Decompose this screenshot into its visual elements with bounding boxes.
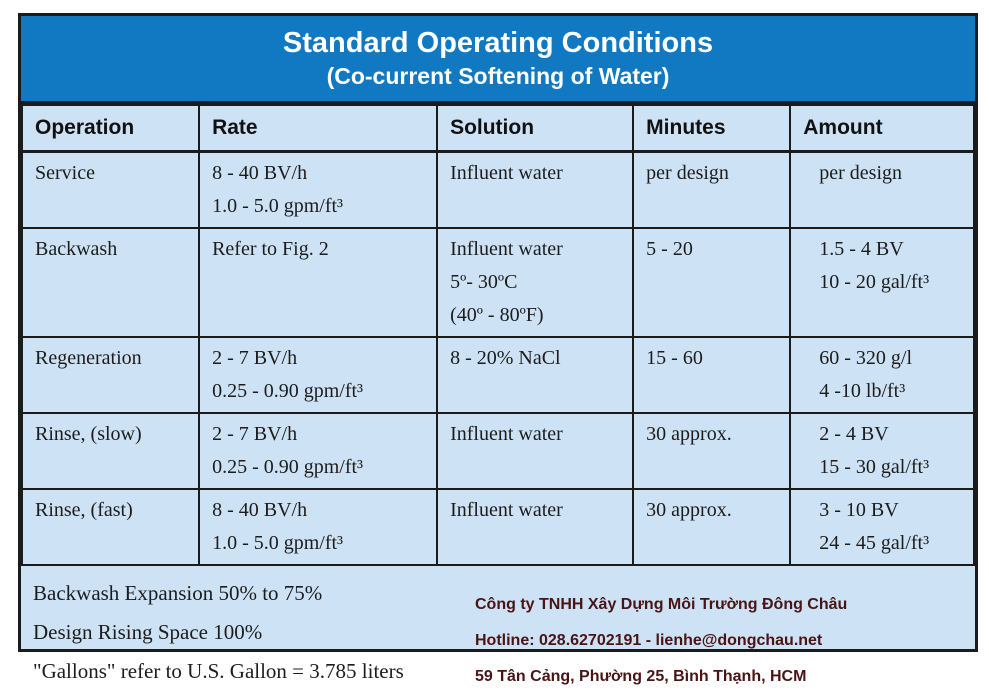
cell-rate: 2 - 7 BV/h 0.25 - 0.90 gpm/ft³ — [198, 412, 439, 490]
note-design-rising-space: Design Rising Space 100% — [33, 620, 263, 644]
cell-solution: Influent water — [436, 150, 635, 229]
table-row-backwash: Backwash Refer to Fig. 2 Influent water … — [20, 227, 975, 338]
table-row-rinse-slow: Rinse, (slow) 2 - 7 BV/h 0.25 - 0.90 gpm… — [20, 412, 975, 490]
page-subtitle: (Co-current Softening of Water) — [326, 63, 670, 90]
cell-operation: Rinse, (fast) — [20, 488, 201, 566]
company-address: 59 Tân Cảng, Phường 25, Bình Thạnh, HCM — [475, 668, 807, 685]
cell-minutes: 5 - 20 — [632, 227, 792, 338]
cell-operation: Regeneration — [20, 336, 201, 414]
cell-operation: Service — [20, 150, 201, 229]
cell-rate: Refer to Fig. 2 — [198, 227, 439, 338]
col-header-rate: Rate — [198, 104, 439, 153]
cell-minutes: 30 approx. — [632, 412, 792, 490]
col-header-minutes: Minutes — [632, 104, 792, 153]
cell-solution: Influent water 5º- 30ºC (40º - 80ºF) — [436, 227, 635, 338]
note-gallons-definition: "Gallons" refer to U.S. Gallon = 3.785 l… — [33, 659, 404, 683]
company-name: Công ty TNHH Xây Dựng Môi Trường Đông Ch… — [475, 596, 848, 613]
cell-amount: per design — [789, 150, 975, 229]
page-title: Standard Operating Conditions — [282, 27, 714, 60]
cell-minutes: per design — [632, 150, 792, 229]
cell-solution: Influent water — [436, 488, 635, 566]
col-header-amount: Amount — [789, 104, 975, 153]
col-header-solution: Solution — [436, 104, 635, 153]
cell-minutes: 15 - 60 — [632, 336, 792, 414]
note-backwash-expansion: Backwash Expansion 50% to 75% — [33, 581, 323, 605]
cell-amount: 2 - 4 BV 15 - 30 gal/ft³ — [789, 412, 975, 490]
table-row-rinse-fast: Rinse, (fast) 8 - 40 BV/h 1.0 - 5.0 gpm/… — [20, 488, 975, 566]
cell-operation: Backwash — [20, 227, 201, 338]
cell-amount: 1.5 - 4 BV 10 - 20 gal/ft³ — [789, 227, 975, 338]
cell-operation: Rinse, (slow) — [20, 412, 201, 490]
table-row-service: Service 8 - 40 BV/h 1.0 - 5.0 gpm/ft³ In… — [20, 150, 975, 229]
header-row: Operation Rate Solution Minutes Amount — [20, 104, 975, 153]
title-bar: Standard Operating Conditions (Co-curren… — [21, 16, 975, 104]
table-row-regeneration: Regeneration 2 - 7 BV/h 0.25 - 0.90 gpm/… — [20, 336, 975, 414]
cell-rate: 8 - 40 BV/h 1.0 - 5.0 gpm/ft³ — [198, 150, 439, 229]
operating-conditions-table: Operation Rate Solution Minutes Amount S… — [20, 104, 975, 566]
footer-notes: Backwash Expansion 50% to 75% Design Ris… — [33, 574, 475, 691]
cell-solution: Influent water — [436, 412, 635, 490]
footer: Backwash Expansion 50% to 75% Design Ris… — [21, 566, 975, 695]
cell-amount: 60 - 320 g/l 4 -10 lb/ft³ — [789, 336, 975, 414]
cell-solution: 8 - 20% NaCl — [436, 336, 635, 414]
col-header-operation: Operation — [20, 104, 201, 153]
cell-amount: 3 - 10 BV 24 - 45 gal/ft³ — [789, 488, 975, 566]
cell-rate: 8 - 40 BV/h 1.0 - 5.0 gpm/ft³ — [198, 488, 439, 566]
company-info: Công ty TNHH Xây Dựng Môi Trường Đông Ch… — [475, 574, 847, 695]
cell-minutes: 30 approx. — [632, 488, 792, 566]
spec-sheet: Standard Operating Conditions (Co-curren… — [18, 13, 978, 685]
cell-rate: 2 - 7 BV/h 0.25 - 0.90 gpm/ft³ — [198, 336, 439, 414]
company-hotline: Hotline: 028.62702191 - lienhe@dongchau.… — [475, 632, 823, 649]
